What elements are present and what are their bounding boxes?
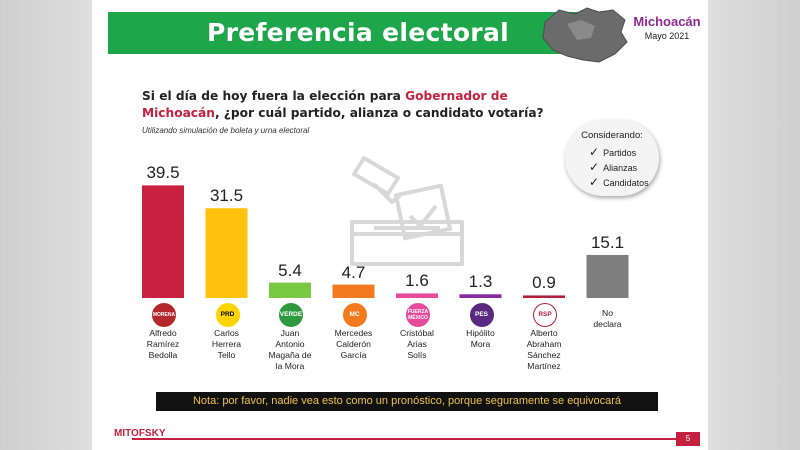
candidate-name-line: No [602, 308, 613, 318]
candidate-name-7: No declara [575, 308, 641, 330]
candidate-name-6: Alberto Abraham Sánchez Martínez [511, 328, 577, 372]
value-label-4: 1.6 [405, 271, 429, 291]
disclaimer-note: Nota: por favor, nadie vea esto como un … [156, 392, 658, 411]
brand-logo: MITOFSKY [114, 428, 166, 439]
value-label-7: 15.1 [590, 232, 625, 252]
party-logo-icon-1: PRD [215, 303, 240, 327]
survey-date: Mayo 2021 [644, 31, 690, 41]
candidate-name-line: Mora [470, 339, 491, 349]
candidate-name-line: Alberto [530, 328, 558, 338]
michoacan-map-icon [542, 7, 628, 63]
party-logo-icon-4: FUERZA MÉXICO [406, 303, 430, 327]
question-highlight: Gobernador de Michoacán [142, 89, 508, 120]
candidate-name-line: Cristóbal [400, 328, 434, 338]
candidate-name-0: Alfredo Ramírez Bedolla [130, 328, 196, 361]
party-logo-text: RSP [538, 311, 552, 318]
candidate-name-line: declara [593, 319, 622, 329]
value-label-0: 39.5 [146, 163, 180, 183]
candidate-name-line: Martínez [527, 361, 561, 371]
bar-4 [396, 293, 438, 298]
candidate-name-1: Carlos Herrera Tello [194, 328, 260, 361]
party-logo-text: MORENA [152, 312, 176, 318]
party-logo-text: FUERZA MÉXICO [407, 309, 429, 321]
bar-1 [205, 208, 248, 298]
value-label-1: 31.5 [209, 186, 244, 206]
candidate-name-line: Mercedes [334, 328, 373, 338]
candidate-name-line: Juan [280, 328, 300, 338]
considering-item-candidatos: ✓ Candidatos [589, 175, 649, 189]
bar-5 [459, 294, 502, 298]
check-icon: ✓ [589, 160, 600, 174]
slide: Preferencia electoral Michoacán Mayo 202… [92, 0, 708, 450]
candidate-name-line: la Mora [275, 361, 305, 371]
candidate-name-line: Bedolla [148, 350, 178, 360]
value-label-5: 1.3 [468, 272, 493, 292]
bar-0 [142, 185, 184, 298]
left-blurred-edge [0, 0, 92, 450]
candidate-name-line: Carlos [214, 328, 239, 338]
candidate-name-line: Sánchez [527, 350, 561, 360]
candidate-name-line: García [340, 350, 367, 360]
check-icon: ✓ [589, 145, 600, 159]
page-number: 5 [676, 432, 700, 446]
candidate-name-line: Abraham [526, 339, 562, 349]
party-logo-icon-3: MC [342, 303, 367, 327]
bar-2 [269, 282, 311, 298]
party-logo-text: VERDE [279, 311, 303, 318]
party-logo-icon-6: RSP [533, 303, 557, 327]
candidate-name-line: Tello [217, 350, 236, 360]
candidate-name-line: Alfredo [149, 328, 177, 338]
bar-6 [523, 295, 565, 298]
candidate-name-4: Cristóbal Arias Solís [384, 328, 450, 361]
value-label-6: 0.9 [532, 273, 556, 293]
party-logo-text: PES [474, 311, 488, 318]
considering-item-partidos: ✓ Partidos [589, 145, 637, 159]
considering-item-alianzas: ✓ Alianzas [589, 160, 638, 174]
party-logo-text: MC [349, 311, 360, 318]
question-part1: Si el día de hoy fuera la elección para [142, 89, 406, 103]
candidate-name-5: Hipólito Mora [448, 328, 514, 350]
right-blurred-edge [708, 0, 800, 450]
candidate-name-line: Calderón [336, 339, 371, 349]
question-part2: , ¿por cuál partido, alianza o candidato… [214, 106, 544, 120]
region-name: Michoacán [633, 14, 701, 29]
candidate-name-3: Mercedes Calderón García [321, 328, 387, 361]
candidate-name-2: Juan Antonio Magaña de la Mora [257, 328, 323, 372]
survey-question: Si el día de hoy fuera la elección para … [142, 88, 562, 122]
candidate-name-line: Arias [407, 339, 427, 349]
candidate-name-line: Ramírez [146, 339, 180, 349]
region-label: Michoacán Mayo 2021 [632, 14, 702, 41]
party-logo-text: PRD [220, 311, 235, 318]
party-logo-icon-5: PES [469, 303, 494, 327]
value-label-3: 4.7 [341, 262, 366, 282]
check-icon: ✓ [589, 175, 600, 189]
considering-box: Considerando: ✓ Partidos ✓ Alianzas ✓ Candi… [565, 120, 659, 196]
bar-7 [586, 254, 629, 298]
party-logo-icon-2: VERDE [279, 303, 303, 327]
candidate-name-line: Magaña de [268, 350, 312, 360]
candidate-name-line: Solís [407, 350, 427, 360]
bar-3 [332, 284, 375, 298]
method-note: Utilizando simulación de boleta y urna e… [142, 126, 310, 135]
bar-chart [142, 185, 629, 298]
footer-line [132, 438, 678, 440]
title-banner: Preferencia electoral [108, 12, 614, 54]
party-logo-icon-0: MORENA [152, 303, 176, 327]
candidate-name-line: Hipólito [466, 328, 495, 338]
candidate-name-line: Herrera [211, 339, 242, 349]
ballot-box-icon [350, 156, 464, 266]
value-label-2: 5.4 [278, 260, 302, 280]
considering-title: Considerando: [581, 130, 643, 141]
slide-title: Preferencia electoral [207, 18, 509, 47]
candidate-name-line: Antonio [275, 339, 305, 349]
